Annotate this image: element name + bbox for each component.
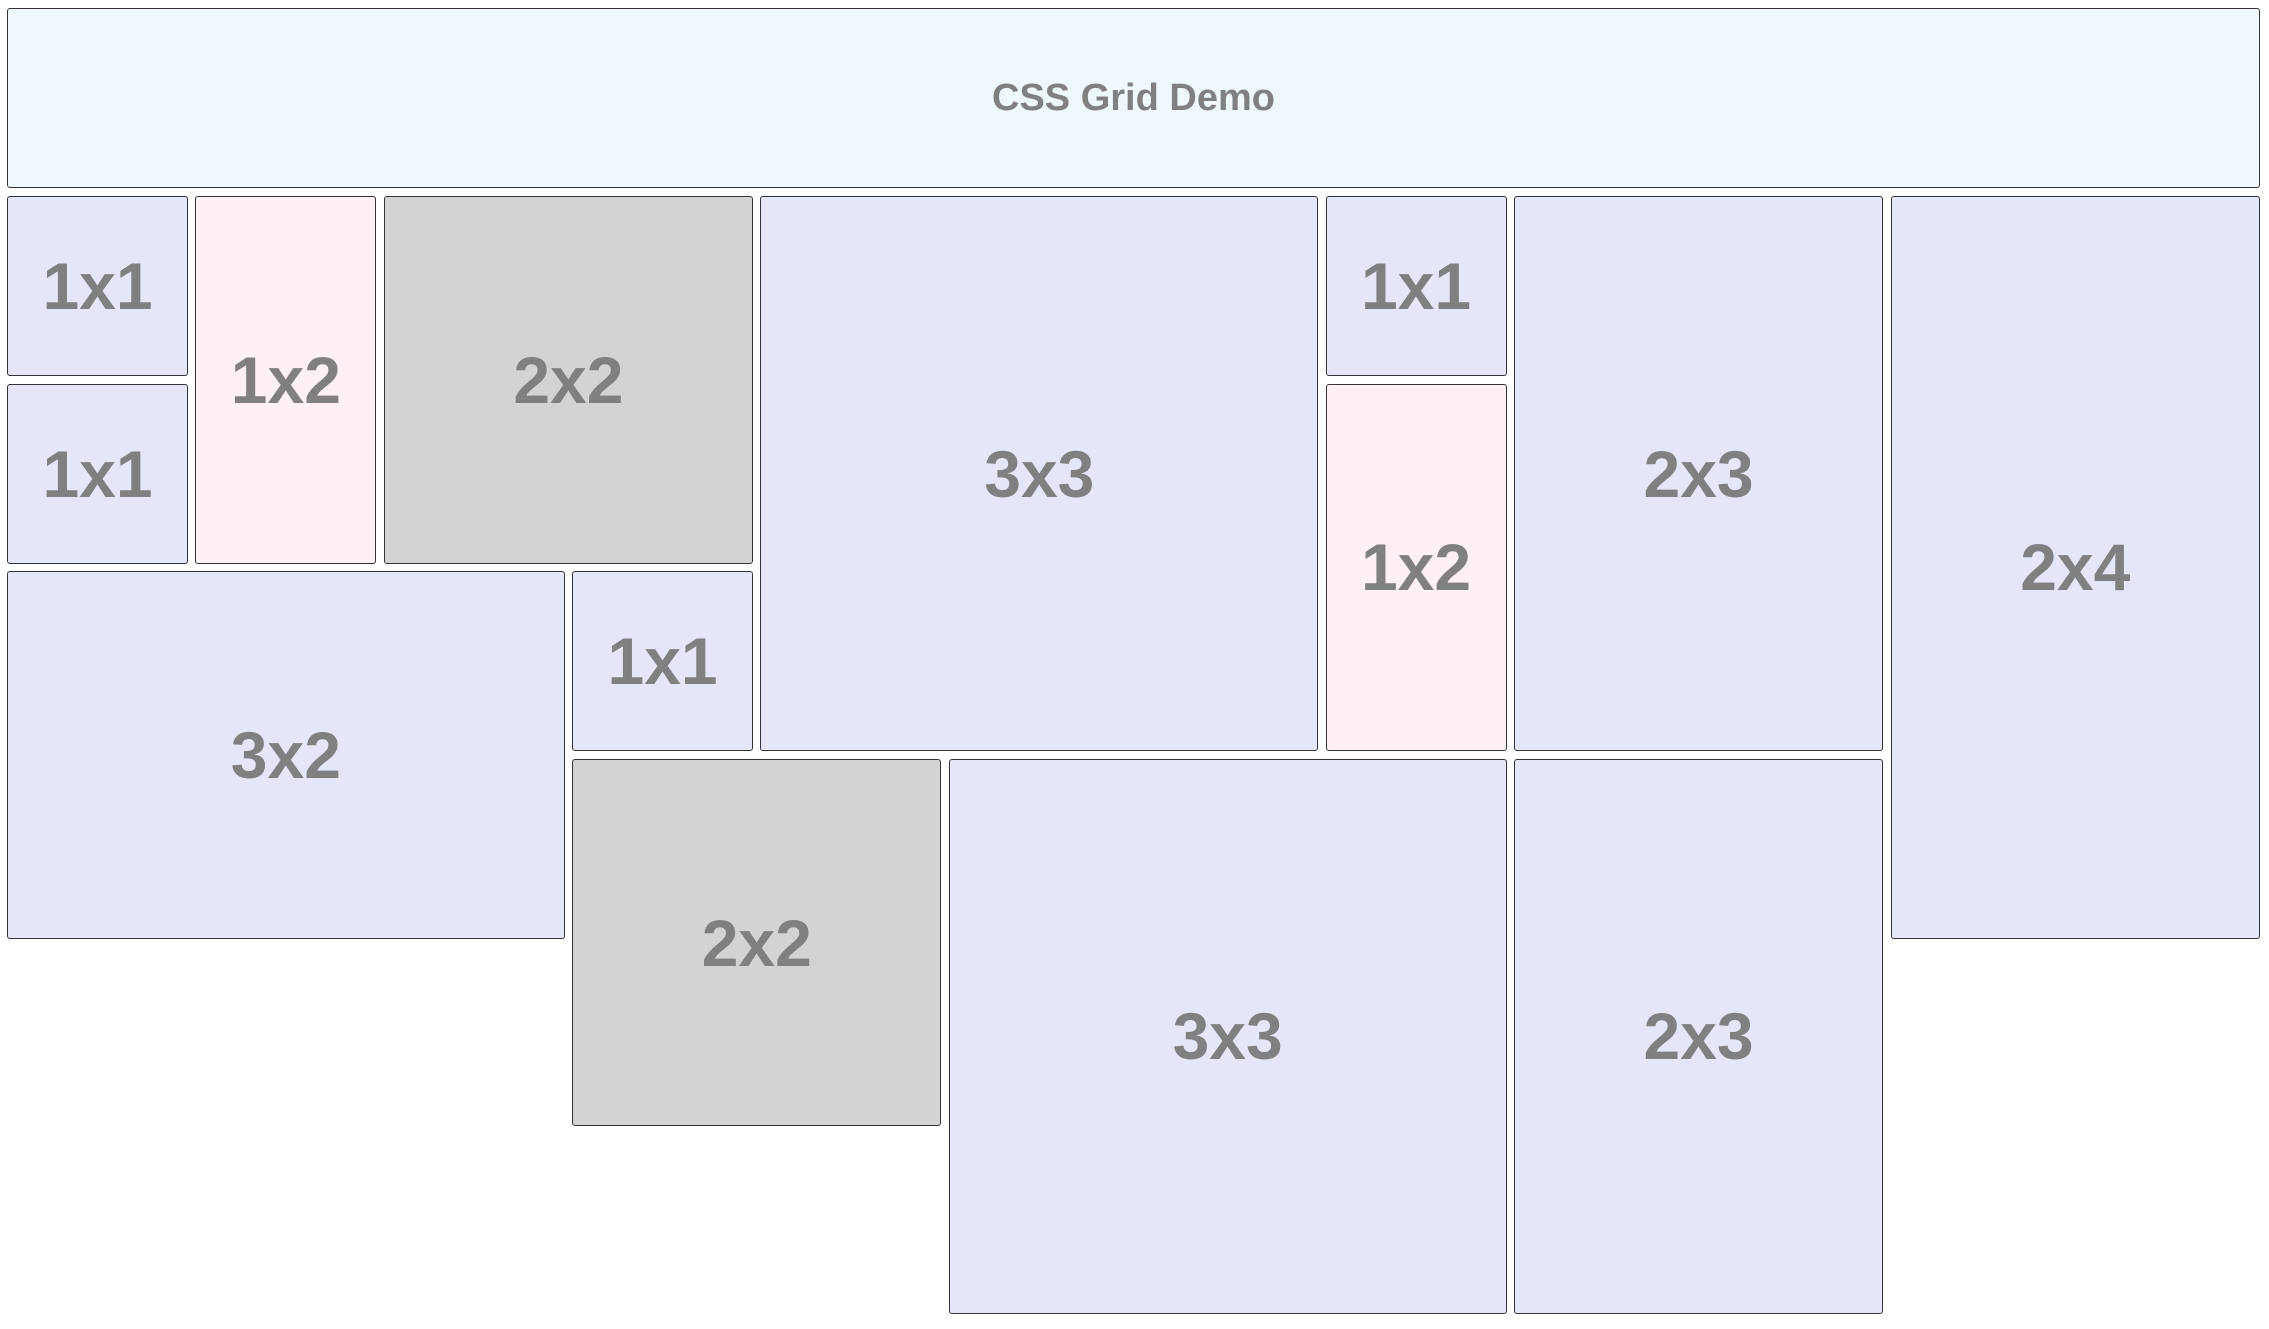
grid-cell-1x1: 1x1 — [7, 196, 188, 376]
grid-cell-3x2: 3x2 — [7, 571, 565, 939]
grid-cell-2x4: 2x4 — [1890, 196, 2260, 939]
grid-cell-1x2: 1x2 — [195, 196, 377, 564]
grid-cell-1x1: 1x1 — [572, 571, 754, 752]
grid-cell-2x2: 2x2 — [383, 196, 754, 564]
grid-cell-1x1: 1x1 — [7, 383, 188, 564]
css-grid: 1x1 1x2 2x2 3x3 1x1 2x3 2x4 1x1 1x2 3x2 … — [7, 196, 2260, 1314]
grid-cell-3x3: 3x3 — [948, 758, 1507, 1314]
grid-cell-2x3: 2x3 — [1513, 196, 1884, 752]
grid-cell-1x2: 1x2 — [1325, 383, 1507, 752]
grid-cell-2x3: 2x3 — [1513, 758, 1884, 1314]
grid-cell-1x1: 1x1 — [1325, 196, 1507, 376]
page-title: CSS Grid Demo — [992, 76, 1275, 119]
grid-cell-2x2: 2x2 — [572, 758, 942, 1127]
grid-cell-3x3: 3x3 — [760, 196, 1319, 752]
grid-demo-header: CSS Grid Demo — [7, 8, 2260, 188]
